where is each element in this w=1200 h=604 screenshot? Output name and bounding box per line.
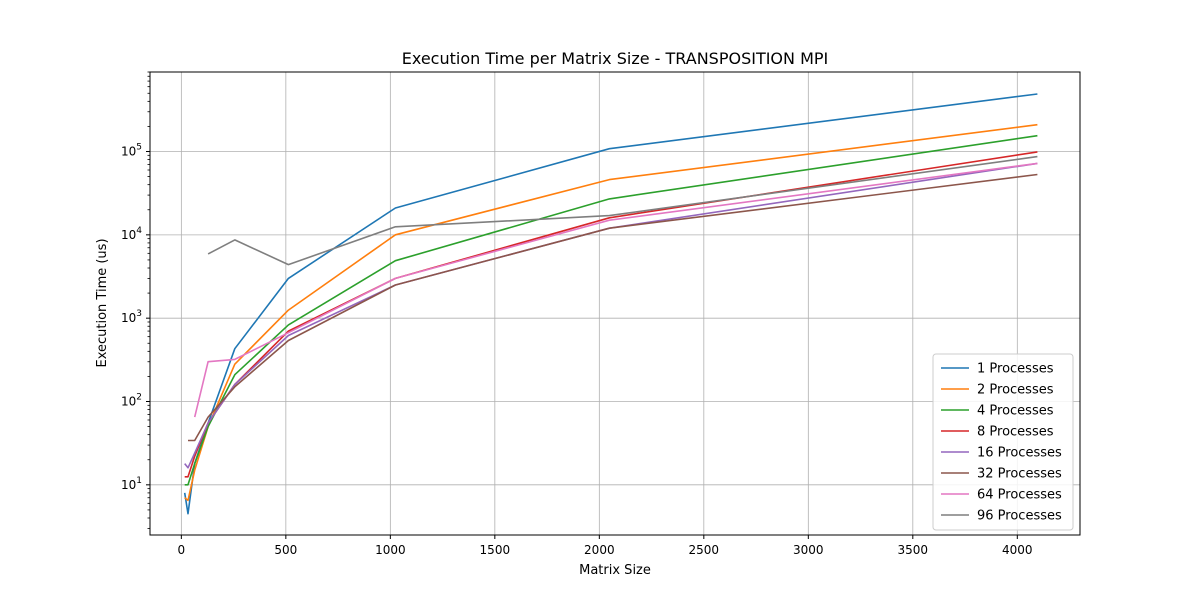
x-tick-label: 500	[274, 543, 297, 557]
legend-label: 1 Processes	[977, 362, 1054, 377]
series-line-2-processes	[184, 123, 1038, 502]
y-tick-label: 103	[121, 309, 142, 325]
series-line-96-processes	[207, 155, 1038, 266]
x-tick-label: 4000	[1002, 543, 1033, 557]
legend-box	[932, 353, 1074, 531]
y-tick-label: 101	[121, 476, 142, 492]
x-tick-label: 1500	[480, 543, 511, 557]
series-line-64-processes	[193, 162, 1038, 418]
legend-label: 32 Processes	[977, 467, 1062, 482]
x-tick-label: 1000	[375, 543, 406, 557]
legend-label: 64 Processes	[977, 488, 1062, 503]
legend-label: 8 Processes	[977, 425, 1054, 440]
y-tick-label: 105	[121, 143, 142, 159]
grid-layer	[150, 72, 1080, 535]
x-tick-label: 2500	[689, 543, 720, 557]
y-axis-label: Execution Time (us)	[95, 238, 110, 367]
plot-frame	[149, 71, 1081, 536]
chart-title: Execution Time per Matrix Size - TRANSPO…	[402, 49, 829, 68]
x-tick-label: 0	[178, 543, 186, 557]
x-tick-label: 3500	[898, 543, 929, 557]
legend-label: 96 Processes	[977, 509, 1062, 524]
series-line-1-processes	[183, 93, 1038, 515]
y-tick-label: 104	[121, 226, 142, 242]
legend-label: 2 Processes	[977, 383, 1054, 398]
legend-label: 4 Processes	[977, 404, 1054, 419]
x-tick-label: 2000	[584, 543, 615, 557]
series-line-32-processes	[188, 173, 1038, 442]
y-tick-label: 102	[121, 393, 142, 409]
x-axis-label: Matrix Size	[579, 563, 651, 578]
tick-layer: 0 500 1000 1500 2000 2500 3000 3500 4000 101 102 10…	[121, 71, 1033, 557]
legend: 1 Processes 2 Processes 4 Processes 8 Proce…	[932, 353, 1074, 531]
legend-label: 16 Processes	[977, 446, 1062, 461]
x-tick-label: 3000	[793, 543, 824, 557]
series-layer	[183, 93, 1038, 515]
